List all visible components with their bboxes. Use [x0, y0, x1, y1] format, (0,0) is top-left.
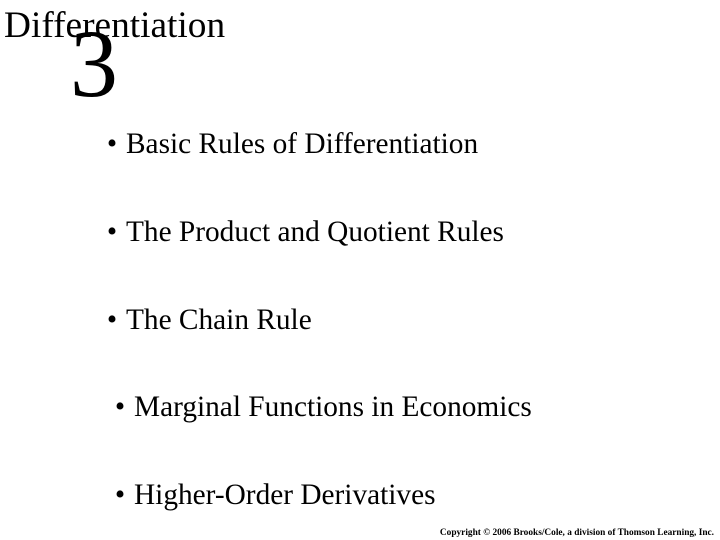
list-item-label: Marginal Functions in Economics	[134, 391, 532, 423]
list-item-label: The Product and Quotient Rules	[126, 216, 504, 248]
bullet-dot-icon: •	[98, 128, 126, 160]
list-item-label: Basic Rules of Differentiation	[126, 128, 478, 160]
list-item: •The Product and Quotient Rules	[98, 216, 627, 272]
list-item: •The Chain Rule	[98, 304, 627, 360]
bullet-dot-icon: •	[106, 479, 134, 511]
copyright-text: Copyright © 2006 Brooks/Cole, a division…	[440, 528, 714, 538]
list-item: •Basic Rules of Differentiation	[98, 128, 627, 184]
list-item-label: The Chain Rule	[126, 304, 312, 336]
list-item: •Marginal Functions in Economics	[98, 391, 627, 447]
list-item-label: Higher-Order Derivatives	[134, 479, 436, 511]
slide: Differentiation 3 •Basic Rules of Differ…	[0, 0, 720, 540]
chapter-number: 3	[70, 16, 118, 112]
list-item: •Higher-Order Derivatives	[98, 479, 627, 535]
bullet-dot-icon: •	[98, 216, 126, 248]
bullet-list: •Basic Rules of Differentiation•The Prod…	[98, 128, 627, 540]
bullet-dot-icon: •	[98, 304, 126, 336]
bullet-dot-icon: •	[106, 391, 134, 423]
